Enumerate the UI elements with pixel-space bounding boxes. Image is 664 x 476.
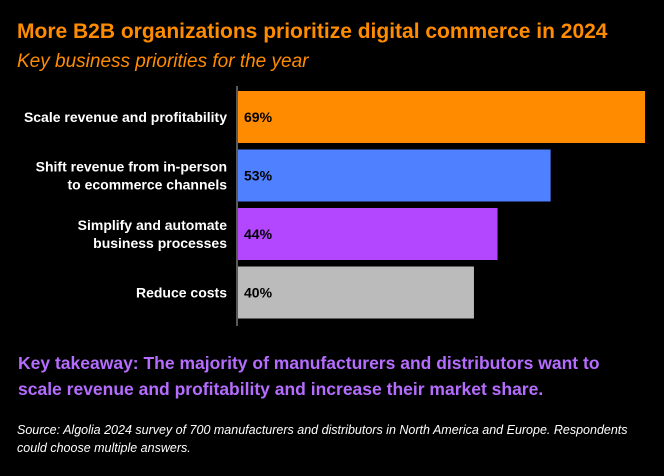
category-label: Shift revenue from in-person	[36, 159, 227, 175]
category-label: to ecommerce channels	[67, 177, 227, 193]
category-label: business processes	[93, 235, 227, 251]
bar-value-label: 40%	[244, 285, 273, 301]
category-label: Reduce costs	[136, 285, 227, 301]
bar-chart: 69% Scale revenue and profitability 53% Shi…	[24, 86, 645, 326]
bar	[238, 91, 645, 143]
bar-value-label: 53%	[244, 168, 273, 184]
bar-value-label: 69%	[244, 109, 273, 125]
category-label: Scale revenue and profitability	[24, 109, 227, 125]
bar	[238, 149, 551, 202]
chart-title: More B2B organizations prioritize digita…	[17, 20, 608, 43]
category-label: Simplify and automate	[78, 217, 228, 233]
bar	[238, 266, 474, 319]
source-note: Source: Algolia 2024 survey of 700 manuf…	[17, 423, 628, 455]
bar-value-label: 44%	[244, 226, 273, 242]
key-takeaway: Key takeaway: The majority of manufactur…	[18, 353, 600, 399]
bar	[238, 208, 498, 260]
chart-subtitle: Key business priorities for the year	[17, 51, 309, 72]
